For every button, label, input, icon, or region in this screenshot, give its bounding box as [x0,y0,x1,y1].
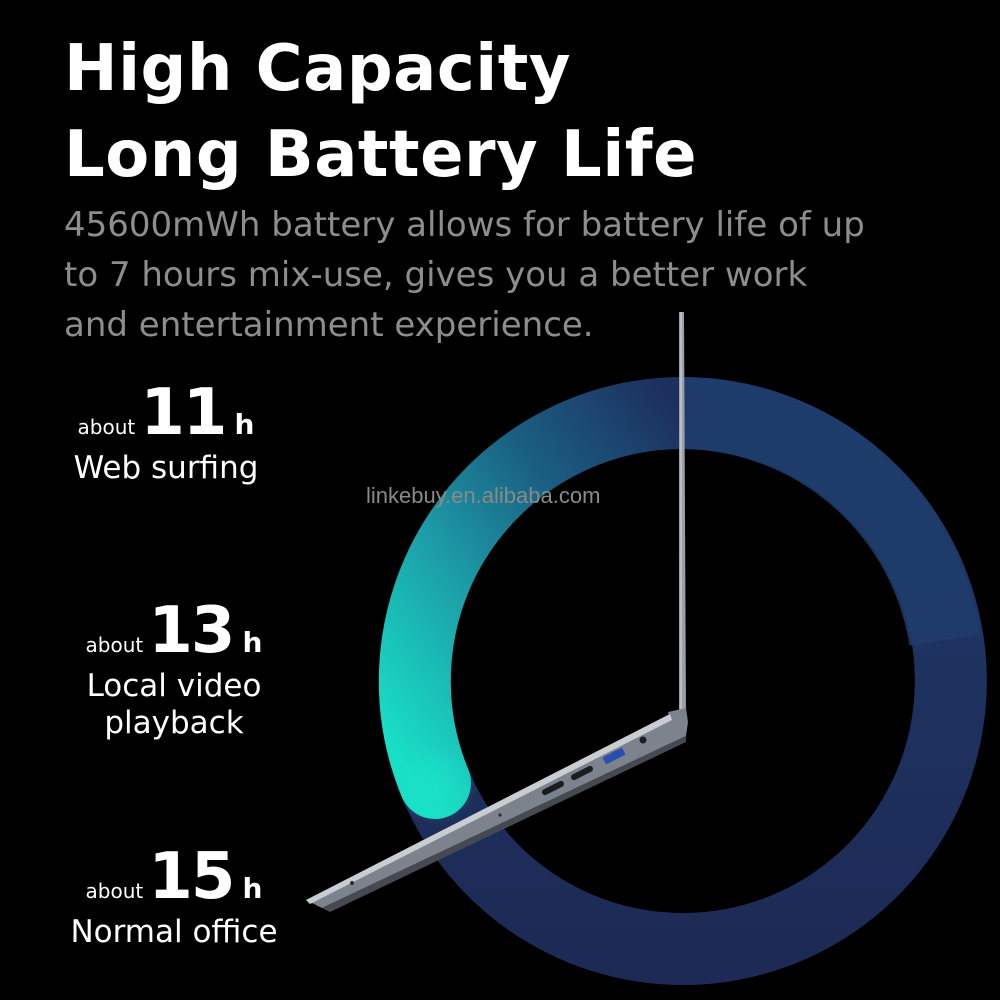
stat-prefix: about [77,415,136,439]
battery-ring [378,376,987,985]
stat-hours-value: 11 [140,376,227,450]
stat-hours-value: 13 [148,594,235,668]
headline-line-1: High Capacity [64,32,571,106]
headline-line-2: Long Battery Life [64,118,697,192]
battery-description: 45600mWh battery allows for battery life… [64,200,944,350]
watermark: linkebuy.en.alibaba.com [366,483,601,508]
description-line-1: 45600mWh battery allows for battery life… [64,205,865,245]
stat-value-row: about 11 h [68,376,264,450]
stat-normal-office: about 15 h Normal office [62,840,286,951]
stat-label-line-2: playback [104,705,244,741]
stat-web-surfing: about 11 h Web surfing [68,376,264,487]
stat-unit: h [242,626,263,659]
stat-label: Normal office [70,914,278,950]
usb-c-port-icon [570,765,594,781]
stat-prefix: about [85,633,144,657]
audio-jack-icon [639,736,647,744]
description-line-3: and entertainment experience. [64,305,594,345]
stat-hours-value: 15 [148,840,235,914]
stat-value-row: about 13 h [72,594,276,668]
description-line-2: to 7 hours mix-use, gives you a better w… [64,255,808,295]
headline: High Capacity Long Battery Life [64,26,697,198]
stat-prefix: about [85,879,144,903]
stat-unit: h [234,408,255,441]
laptop-side-view [306,312,688,912]
stat-unit: h [242,872,263,905]
usb-c-port-icon [541,780,565,796]
stat-value-row: about 15 h [62,840,286,914]
stat-local-video-playback: about 13 h Local video playback [72,594,276,742]
stat-label-line-1: Local video [86,668,262,704]
usb-a-port-icon [602,747,626,765]
stat-label: Web surfing [73,450,259,486]
